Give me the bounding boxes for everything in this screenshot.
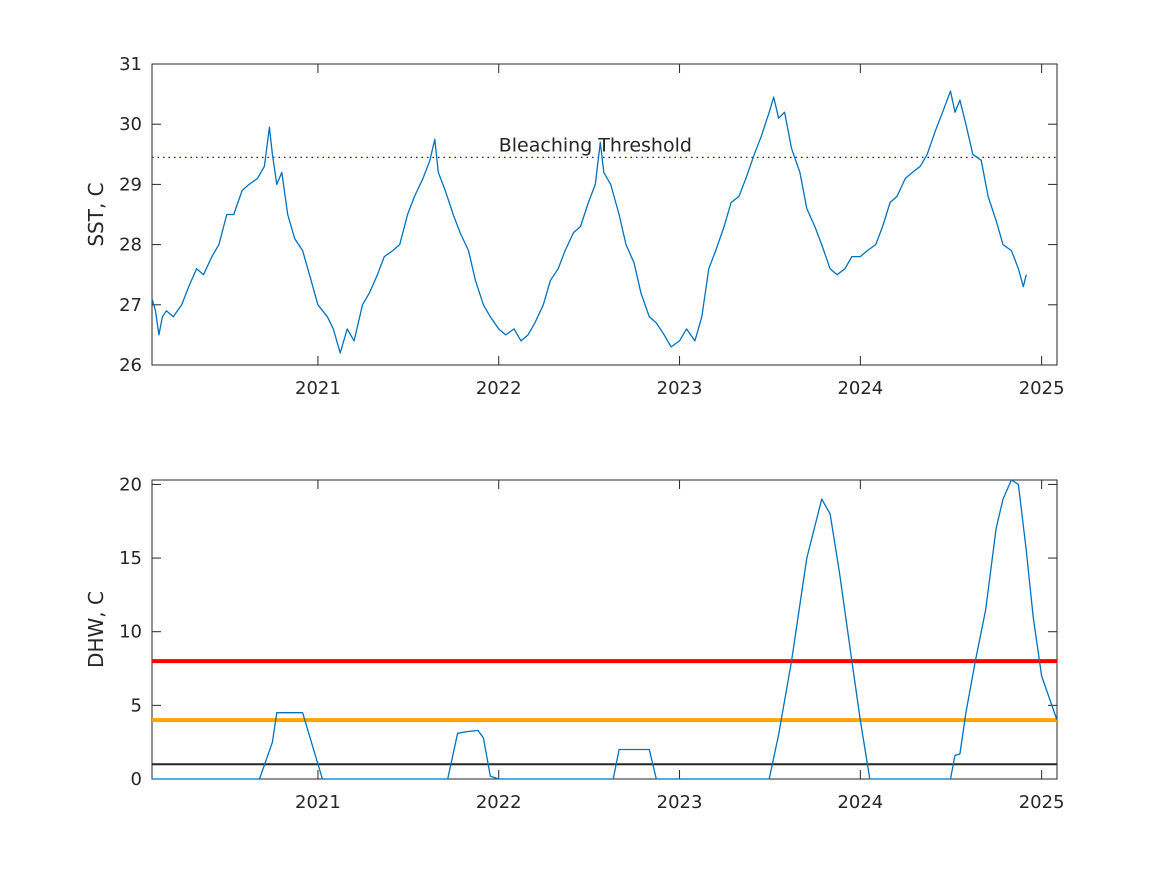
dhw-xtick-label: 2023 [657,792,703,813]
dhw-panel: 0 5 10 15 20 2021 2022 2023 2024 2025 DHW, C [84,474,1065,813]
sst-ylabel: SST, C [84,182,108,246]
sst-ytick-label: 30 [119,114,142,135]
dhw-ytick-label: 0 [131,769,142,790]
dhw-xtick-label: 2021 [295,792,341,813]
dhw-xtick-label: 2022 [476,792,522,813]
dhw-ytick-label: 15 [119,548,142,569]
sst-ytick-label: 29 [119,174,142,195]
sst-xtick-label: 2021 [295,378,341,399]
dhw-ytick-label: 5 [131,695,142,716]
dhw-ytick-label: 10 [119,622,142,643]
dhw-ylabel: DHW, C [84,591,108,668]
dhw-xtick-label: 2025 [1019,792,1065,813]
sst-panel: 26 27 28 29 30 31 2021 2022 2023 2024 2025 SST, C Bl… [84,54,1065,399]
sst-xtick-label: 2025 [1019,378,1065,399]
sst-series-line-0 [151,90,1027,354]
sst-ytick-label: 26 [119,355,142,376]
sst-xtick-label: 2024 [837,378,883,399]
dhw-xtick-label: 2024 [837,792,883,813]
sst-axes-box [151,63,1058,366]
dhw-ytick-label: 20 [119,474,142,495]
sst-ytick-label: 31 [119,54,142,75]
sst-annotation-0: Bleaching Threshold [499,134,692,156]
sst-ytick-label: 27 [119,295,142,316]
sst-xtick-label: 2022 [476,378,522,399]
sst-ytick-label: 28 [119,235,142,256]
dhw-series-line-0 [152,479,1058,780]
sst-xtick-label: 2023 [657,378,703,399]
